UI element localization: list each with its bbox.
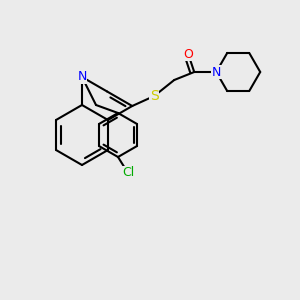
Text: N: N xyxy=(212,65,221,79)
Text: N: N xyxy=(77,70,87,83)
Text: S: S xyxy=(150,89,159,103)
Text: Cl: Cl xyxy=(122,167,134,179)
Text: O: O xyxy=(183,47,193,61)
